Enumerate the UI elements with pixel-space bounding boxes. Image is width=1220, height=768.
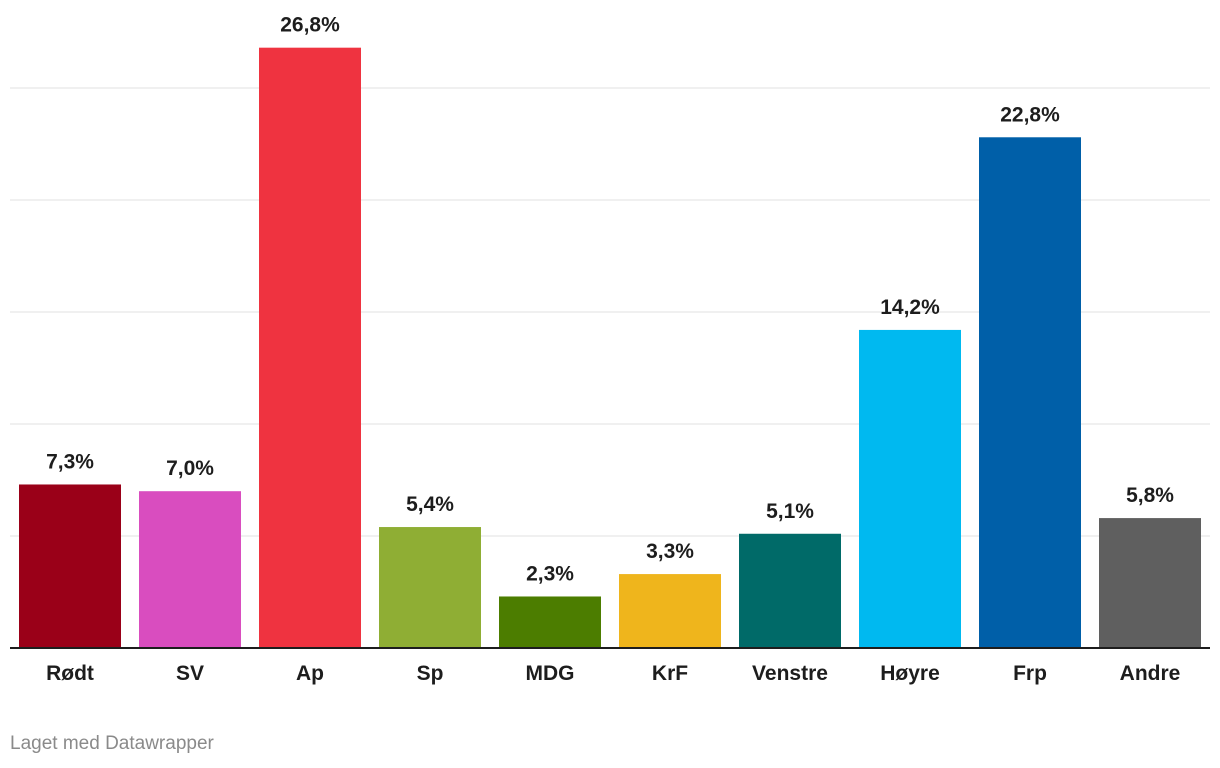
bar-andre[interactable] xyxy=(1099,518,1201,648)
value-labels: 7,3% 7,0% 26,8% 5,4% 2,3% 3,3% 5,1% 14,2% 22,8% 5… xyxy=(46,14,1174,586)
category-label-frp: Frp xyxy=(1013,662,1047,685)
value-label-andre: 5,8% xyxy=(1126,484,1174,507)
category-labels: Rødt SV Ap Sp MDG KrF Venstre Høyre Frp Andre xyxy=(46,662,1180,685)
bar-rodt[interactable] xyxy=(19,484,121,648)
bar-sp[interactable] xyxy=(379,527,481,648)
value-label-hoyre: 14,2% xyxy=(880,296,940,319)
value-label-mdg: 2,3% xyxy=(526,562,574,585)
value-label-sv: 7,0% xyxy=(166,457,214,480)
category-label-mdg: MDG xyxy=(526,662,575,685)
bar-ap[interactable] xyxy=(259,47,361,649)
category-label-venstre: Venstre xyxy=(752,662,828,685)
value-label-ap: 26,8% xyxy=(280,14,340,37)
bar-sv[interactable] xyxy=(139,491,241,648)
bar-hoyre[interactable] xyxy=(859,329,961,648)
bar-krf[interactable] xyxy=(619,574,721,648)
datawrapper-credit[interactable]: Laget med Datawrapper xyxy=(10,733,214,754)
category-label-ap: Ap xyxy=(296,662,324,685)
bar-frp[interactable] xyxy=(979,137,1081,648)
category-label-andre: Andre xyxy=(1120,662,1181,685)
category-label-rodt: Rødt xyxy=(46,662,94,685)
value-label-venstre: 5,1% xyxy=(766,500,814,523)
category-label-sv: SV xyxy=(176,662,204,685)
bars xyxy=(19,47,1201,649)
bar-venstre[interactable] xyxy=(739,533,841,648)
value-label-krf: 3,3% xyxy=(646,540,694,563)
value-label-frp: 22,8% xyxy=(1000,103,1060,126)
value-label-rodt: 7,3% xyxy=(46,450,94,473)
category-label-krf: KrF xyxy=(652,662,688,685)
value-label-sp: 5,4% xyxy=(406,493,454,516)
bar-mdg[interactable] xyxy=(499,596,601,648)
category-label-hoyre: Høyre xyxy=(880,662,940,685)
category-label-sp: Sp xyxy=(417,662,444,685)
